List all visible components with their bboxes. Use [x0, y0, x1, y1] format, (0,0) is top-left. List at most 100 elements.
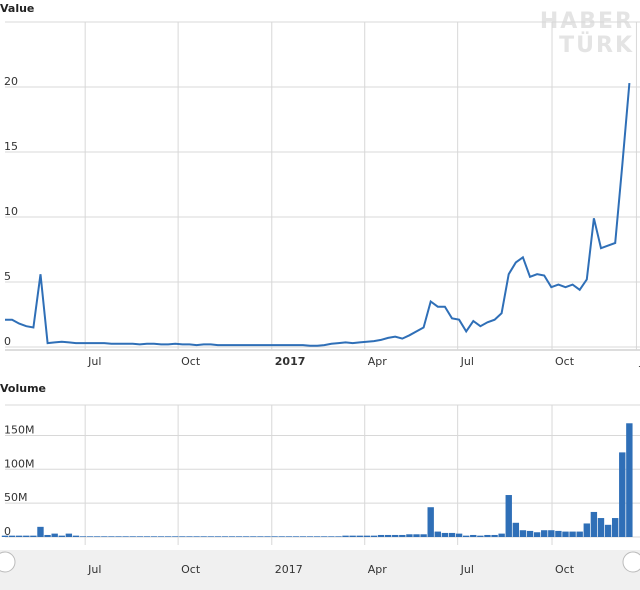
x-tick-label: Apr: [368, 355, 388, 368]
volume-bar: [306, 536, 314, 537]
volume-bar: [207, 536, 214, 537]
volume-bar: [484, 534, 491, 537]
volume-bar: [200, 536, 207, 537]
x-tick-label: Jul: [87, 355, 101, 368]
volume-bar: [491, 534, 498, 537]
volume-bar: [619, 452, 626, 537]
volume-bar: [448, 532, 456, 537]
volume-bar: [44, 534, 51, 537]
volume-bar: [250, 536, 257, 537]
volume-bar: [79, 536, 87, 537]
volume-bar: [526, 530, 534, 537]
volume-bar: [583, 523, 590, 537]
scrollbar[interactable]: [0, 550, 640, 590]
volume-bar: [172, 536, 179, 537]
volume-bar: [377, 534, 385, 537]
volume-bar: [519, 530, 527, 537]
scroll-handle[interactable]: [622, 551, 640, 573]
volume-bar: [23, 535, 30, 537]
volume-bar: [462, 535, 470, 537]
volume-bar: [292, 536, 300, 537]
volume-bar: [15, 535, 23, 537]
volume-bar: [356, 535, 363, 537]
volume-bar: [179, 536, 186, 537]
x-tick-label: Oct: [181, 355, 201, 368]
volume-bar: [328, 536, 335, 537]
volume-bar: [626, 423, 633, 537]
volume-bar: [399, 534, 406, 537]
y-tick-label: 150M: [4, 423, 35, 436]
volume-bar: [285, 536, 292, 537]
volume-bar: [590, 511, 598, 537]
volume-bar: [392, 534, 399, 537]
volume-bar: [420, 534, 427, 537]
volume-bar: [235, 536, 243, 537]
volume-bar: [94, 536, 101, 537]
volume-bar: [58, 535, 65, 537]
volume-bar: [477, 535, 484, 537]
volume-bar: [108, 536, 115, 537]
volume-bar: [498, 533, 505, 537]
volume-bar: [115, 536, 122, 537]
volume-bar: [505, 495, 512, 537]
volume-bar: [470, 534, 477, 537]
y-tick-label: 10: [4, 205, 18, 218]
volume-bar: [512, 522, 520, 537]
y-tick-label: 0: [4, 335, 11, 348]
x-tick-label: J: [638, 355, 640, 368]
volume-bar: [434, 531, 441, 537]
y-tick-label: 15: [4, 140, 18, 153]
volume-bar: [257, 536, 264, 537]
volume-bar: [406, 534, 413, 537]
volume-bar: [363, 535, 371, 537]
volume-bar: [186, 536, 193, 537]
volume-bar: [30, 535, 37, 537]
volume-bar: [548, 530, 555, 537]
x-tick-label: Oct: [555, 355, 575, 368]
y-tick-label: 0: [4, 525, 11, 538]
volume-bar: [221, 536, 229, 537]
volume-bar: [150, 536, 158, 537]
volume-bar: [576, 531, 583, 537]
volume-bar: [321, 536, 328, 537]
y-tick-label: 50M: [4, 491, 28, 504]
volume-bar: [562, 531, 569, 537]
volume-bar: [143, 536, 151, 537]
volume-bar: [72, 535, 80, 537]
x-tick-label: Jul: [87, 563, 101, 576]
volume-bar: [157, 536, 165, 537]
volume-bar: [86, 536, 94, 537]
x-tick-label: Oct: [555, 563, 575, 576]
watermark: TÜRK: [559, 32, 634, 58]
volume-bar: [193, 536, 200, 537]
chart-title: Value: [0, 2, 34, 15]
volume-bar: [136, 536, 143, 537]
x-tick-label: Jul: [460, 563, 474, 576]
volume-bar: [37, 526, 44, 537]
volume-bar: [101, 536, 108, 537]
volume-bar: [1, 535, 9, 537]
volume-bar: [611, 518, 619, 537]
x-tick-label: Oct: [181, 563, 201, 576]
volume-bar: [51, 533, 58, 537]
scroll-track[interactable]: [0, 550, 640, 590]
volume-bar: [427, 507, 434, 537]
volume-bar: [164, 536, 172, 537]
volume-bar: [264, 536, 271, 537]
chart-title: Volume: [0, 382, 46, 395]
y-tick-label: 20: [4, 75, 18, 88]
volume-bar: [604, 524, 612, 537]
volume-bar: [243, 536, 250, 537]
volume-bar: [555, 530, 562, 537]
volume-bar: [278, 536, 285, 537]
volume-bar: [597, 518, 605, 537]
volume-bar: [271, 536, 278, 537]
scroll-handle[interactable]: [0, 551, 16, 573]
volume-bar: [228, 536, 236, 537]
volume-bar: [214, 536, 222, 537]
volume-bar: [370, 535, 378, 537]
volume-bar: [569, 531, 576, 537]
volume-bar: [65, 533, 73, 537]
volume-bar: [8, 535, 16, 537]
